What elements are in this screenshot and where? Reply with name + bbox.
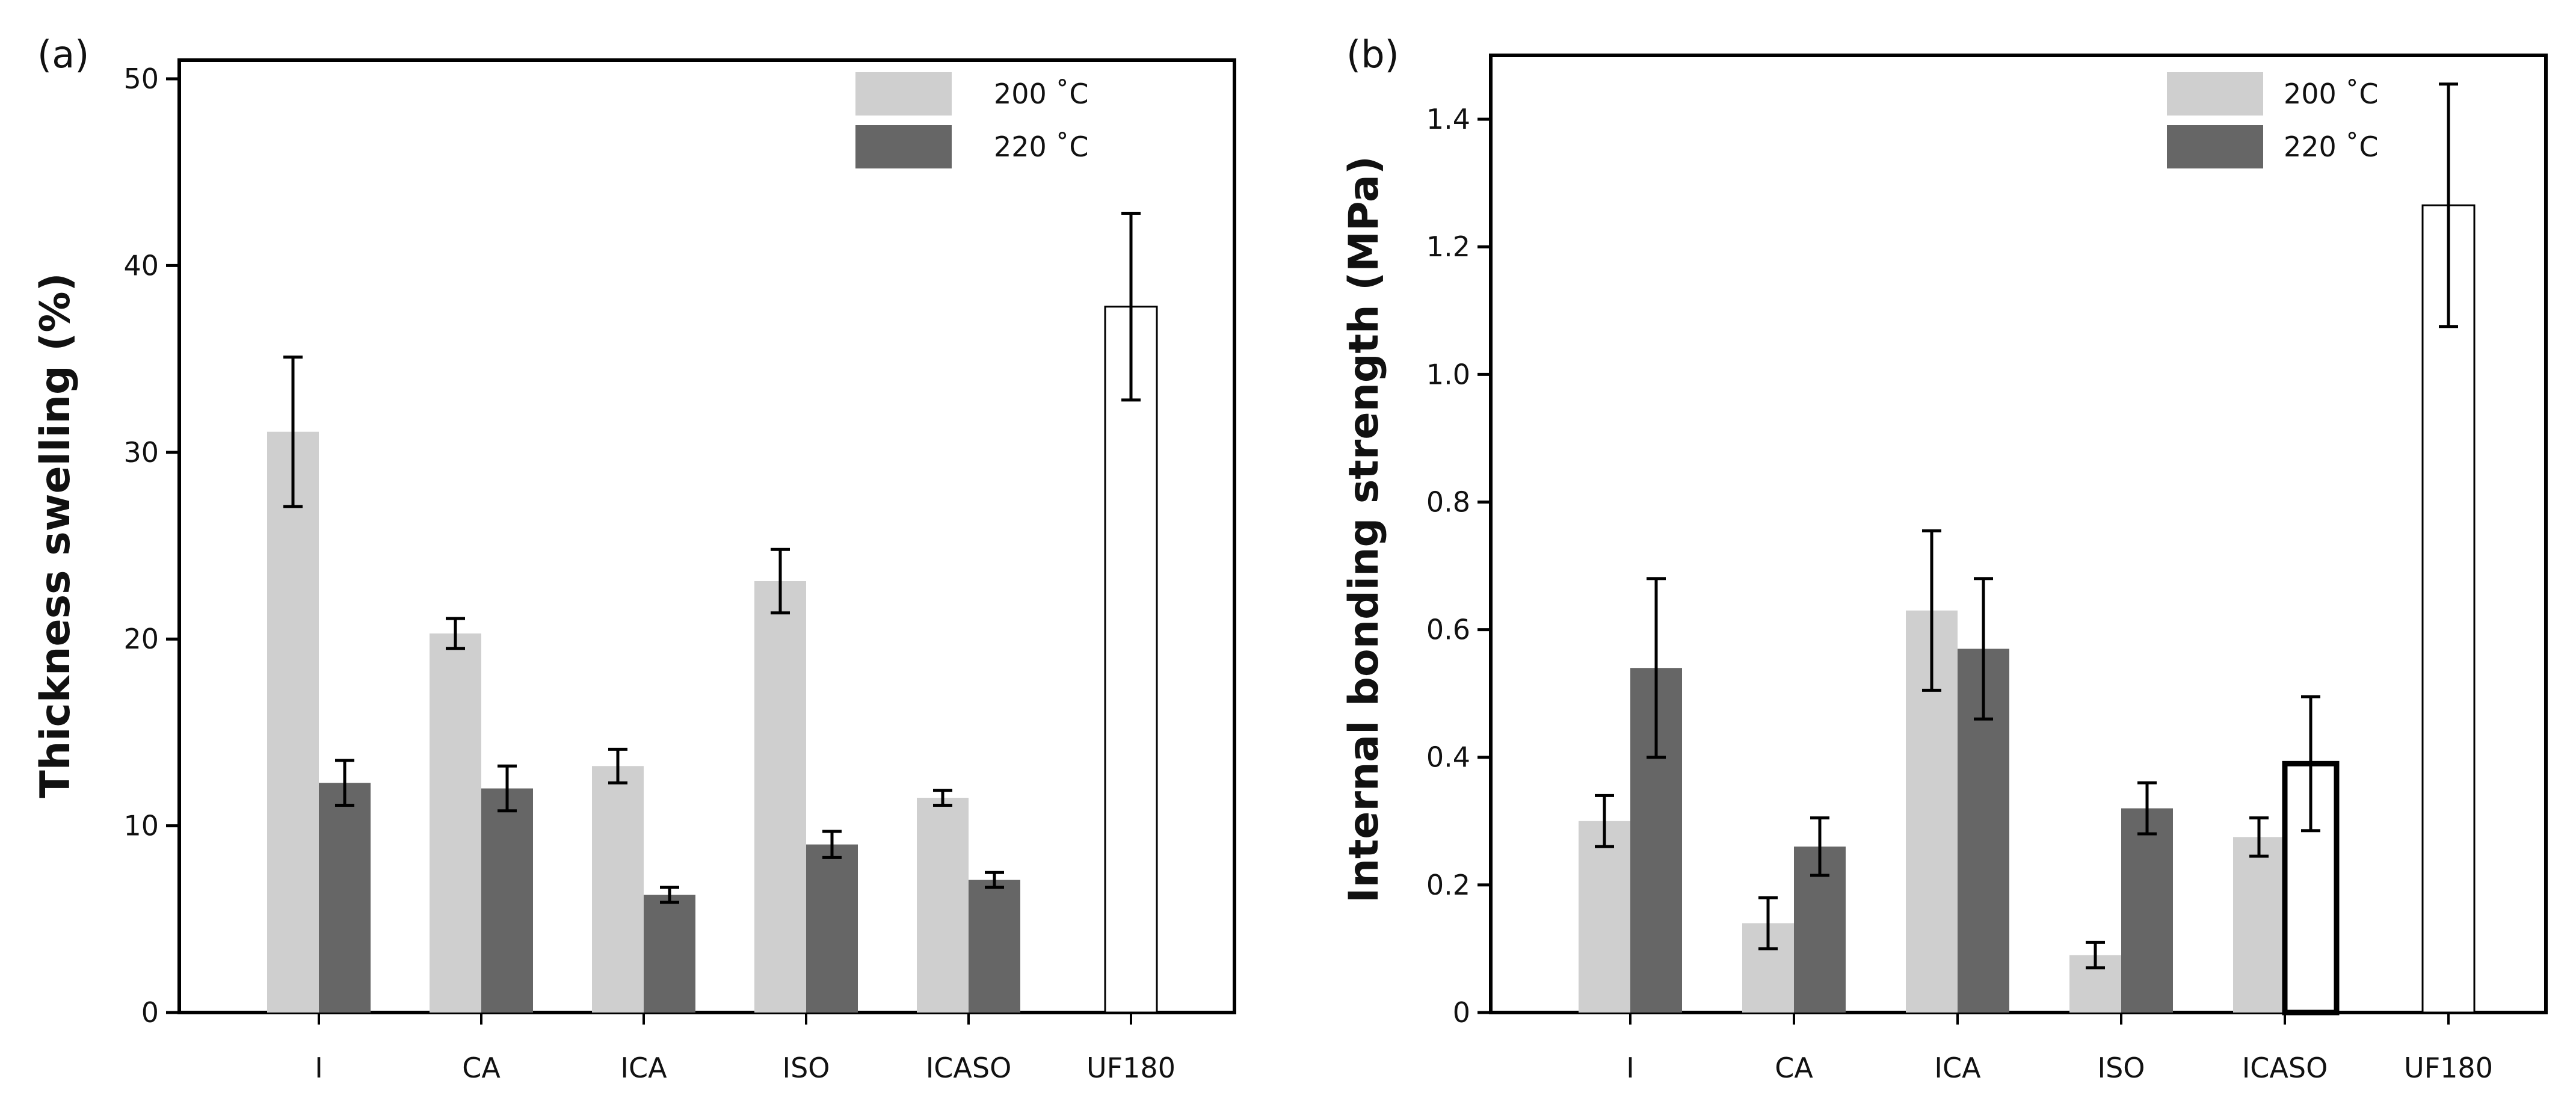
bar bbox=[319, 783, 371, 1013]
x-tick-label: UF180 bbox=[2404, 1052, 2493, 1084]
y-tick-label: 40 bbox=[123, 249, 159, 282]
x-tick-label: ICASO bbox=[2242, 1052, 2328, 1084]
x-tick-label: CA bbox=[462, 1052, 501, 1084]
bar bbox=[2233, 837, 2285, 1013]
legend-swatch bbox=[2167, 72, 2263, 116]
y-tick-label: 30 bbox=[123, 436, 159, 469]
bar bbox=[430, 633, 481, 1013]
y-tick-label: 50 bbox=[123, 63, 159, 95]
y-tick-label: 0.6 bbox=[1426, 614, 1470, 646]
bar bbox=[969, 880, 1020, 1013]
bar bbox=[2121, 808, 2173, 1013]
x-tick-label: ICA bbox=[1934, 1052, 1981, 1084]
y-tick-label: 20 bbox=[123, 623, 159, 655]
plot-frame bbox=[177, 58, 1236, 1014]
y-axis-label-b: Internal bonding strength (MPa) bbox=[1340, 156, 1388, 903]
plot-frame bbox=[1489, 54, 2548, 1014]
bar bbox=[1579, 821, 1630, 1013]
y-tick-label: 1.2 bbox=[1426, 230, 1470, 263]
bar bbox=[267, 431, 319, 1013]
y-tick-label: 0.4 bbox=[1426, 741, 1470, 774]
y-tick-label: 0 bbox=[141, 996, 159, 1029]
panel-label-a: (a) bbox=[37, 32, 89, 76]
legend-label: 220 ˚C bbox=[994, 131, 1089, 163]
bar bbox=[481, 788, 533, 1013]
bar bbox=[806, 844, 858, 1013]
panel-b: (b) Internal bonding strength (MPa) 0 0.2… bbox=[1340, 32, 2548, 1084]
bar bbox=[644, 895, 695, 1013]
x-tick-label: ISO bbox=[2098, 1052, 2145, 1084]
bar bbox=[2421, 204, 2476, 1014]
y-tick-label: 10 bbox=[123, 810, 159, 842]
y-tick-label: 1.4 bbox=[1426, 103, 1470, 135]
y-tick-label: 0.2 bbox=[1426, 869, 1470, 901]
x-tick-label: I bbox=[315, 1052, 323, 1084]
panel-label-b: (b) bbox=[1346, 32, 1399, 76]
x-tick-label: UF180 bbox=[1086, 1052, 1176, 1084]
x-tick-label: ISO bbox=[783, 1052, 830, 1084]
bar bbox=[592, 766, 644, 1013]
legend-swatch bbox=[2167, 125, 2263, 168]
y-axis-label-a: Thickness swelling (%) bbox=[32, 273, 79, 798]
y-tick-label: 1.0 bbox=[1426, 358, 1470, 390]
x-tick-label: CA bbox=[1775, 1052, 1813, 1084]
legend-label: 200 ˚C bbox=[2284, 78, 2379, 110]
y-tick-label: 0.8 bbox=[1426, 486, 1470, 518]
bar bbox=[917, 798, 969, 1013]
x-tick-label: I bbox=[1626, 1052, 1635, 1084]
legend-swatch bbox=[855, 125, 952, 168]
y-tick-label: 0 bbox=[1453, 996, 1470, 1029]
bar bbox=[754, 581, 806, 1013]
bar bbox=[1104, 306, 1158, 1014]
legend-label: 200 ˚C bbox=[994, 78, 1089, 110]
legend-swatch bbox=[855, 72, 952, 116]
x-tick-label: ICASO bbox=[926, 1052, 1012, 1084]
x-tick-label: ICA bbox=[620, 1052, 667, 1084]
legend-label: 220 ˚C bbox=[2284, 131, 2379, 163]
